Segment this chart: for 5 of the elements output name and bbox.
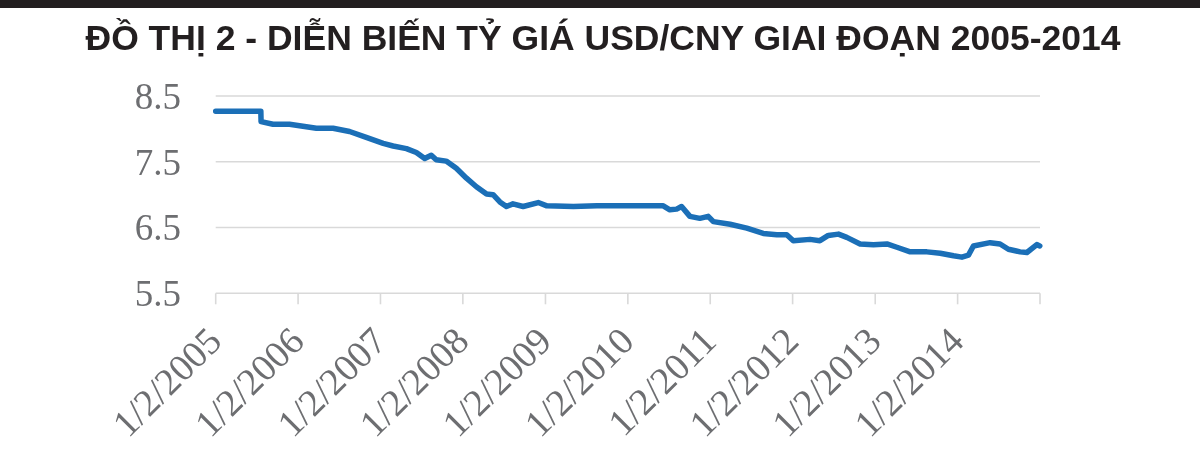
y-tick-label: 7.5 <box>134 141 181 183</box>
y-tick-label: 8.5 <box>134 75 181 117</box>
y-tick-label: 6.5 <box>134 207 181 249</box>
chart-title: ĐỒ THỊ 2 - DIỄN BIẾN TỶ GIÁ USD/CNY GIAI ĐOẠN 2005-2014 <box>85 18 1121 58</box>
y-tick-label: 5.5 <box>134 273 181 315</box>
